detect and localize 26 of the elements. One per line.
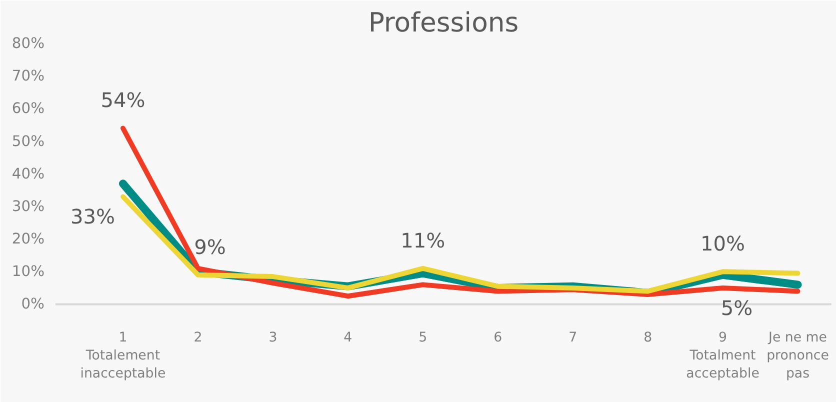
x-tick-label: 4 xyxy=(344,330,352,346)
y-tick-label: 10% xyxy=(12,263,45,280)
y-tick-label: 30% xyxy=(12,198,45,215)
x-tick-label: Je ne me prononce pas xyxy=(766,330,829,382)
y-tick-label: 50% xyxy=(12,132,45,150)
annotation: 54% xyxy=(100,88,146,112)
x-tick-label: 9 Totalment acceptable xyxy=(686,330,760,382)
x-tick-label: 2 xyxy=(194,330,202,346)
x-tick-label: 8 xyxy=(644,330,652,346)
annotation: 11% xyxy=(400,228,446,252)
y-tick-label: 60% xyxy=(12,100,45,118)
annotation: 9% xyxy=(194,234,226,259)
annotation: 5% xyxy=(720,296,753,320)
x-tick-label: 1 Totalement inacceptable xyxy=(80,330,166,382)
chart-title: Professions xyxy=(368,8,519,38)
y-tick-label: 70% xyxy=(12,68,45,85)
x-tick-label: 6 xyxy=(494,330,502,346)
x-tick-label: 5 xyxy=(418,330,428,346)
x-tick-label: 3 xyxy=(268,330,278,346)
annotation: 10% xyxy=(700,232,746,256)
y-tick-label: 40% xyxy=(12,165,45,182)
y-tick-label: 0% xyxy=(21,296,45,313)
y-tick-label: 20% xyxy=(12,230,45,248)
y-tick-label: 80% xyxy=(12,35,45,52)
x-tick-label: 7 xyxy=(568,330,578,346)
annotation: 33% xyxy=(70,204,115,229)
